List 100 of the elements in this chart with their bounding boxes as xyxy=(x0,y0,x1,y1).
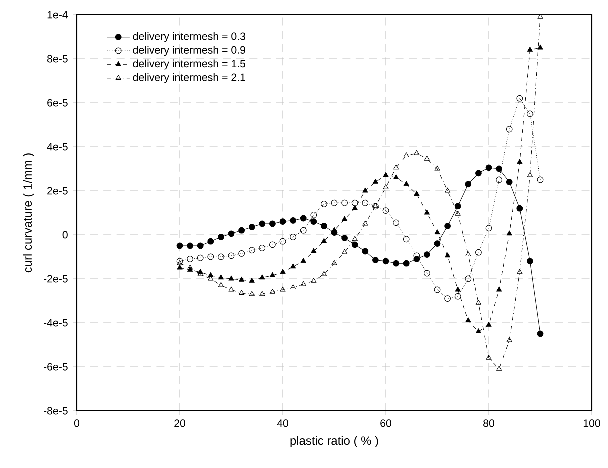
point xyxy=(362,188,368,193)
point xyxy=(383,172,389,178)
point xyxy=(496,166,502,172)
x-tick-label: 80 xyxy=(484,420,495,428)
point xyxy=(239,290,245,296)
legend-label: delivery intermesh = 0.3 xyxy=(133,32,246,42)
point xyxy=(352,242,358,248)
point xyxy=(342,216,348,222)
point xyxy=(434,240,441,247)
point xyxy=(208,254,214,260)
point xyxy=(280,286,286,292)
point xyxy=(372,257,379,264)
point xyxy=(270,272,276,278)
point xyxy=(444,296,451,302)
point xyxy=(260,274,266,280)
point xyxy=(218,274,224,280)
point xyxy=(496,286,502,292)
point xyxy=(259,220,266,228)
point xyxy=(455,286,461,292)
point xyxy=(352,205,358,210)
point xyxy=(249,278,255,283)
point xyxy=(332,260,338,266)
point xyxy=(290,234,296,240)
point xyxy=(516,205,524,212)
point xyxy=(527,47,533,52)
point xyxy=(290,264,296,269)
point xyxy=(310,218,318,225)
point xyxy=(176,242,184,250)
y-tick-label: 2e-5 xyxy=(48,187,68,195)
point xyxy=(486,322,492,327)
point xyxy=(352,236,358,242)
y-tick-label: 8e-5 xyxy=(48,55,68,63)
point xyxy=(538,44,544,50)
point xyxy=(352,200,358,206)
point xyxy=(321,238,327,244)
x-tick-label: 0 xyxy=(74,420,80,428)
point xyxy=(228,252,235,260)
point xyxy=(434,230,440,235)
point xyxy=(404,152,410,158)
point xyxy=(527,258,534,265)
point xyxy=(321,271,327,276)
point xyxy=(506,337,512,342)
point xyxy=(197,242,204,250)
point xyxy=(290,284,296,290)
point xyxy=(239,276,245,282)
point xyxy=(476,328,482,334)
point xyxy=(248,247,256,254)
x-tick-label: 40 xyxy=(277,420,288,428)
point xyxy=(445,188,451,193)
point xyxy=(506,126,513,133)
point xyxy=(527,172,533,178)
y-tick-label: -8e-5 xyxy=(44,407,68,415)
point xyxy=(466,318,472,323)
point xyxy=(249,291,255,296)
point xyxy=(187,256,194,262)
point xyxy=(382,208,390,214)
point xyxy=(537,330,544,338)
point xyxy=(248,224,256,230)
point xyxy=(259,245,266,252)
point xyxy=(331,200,338,206)
y-tick-label: -4e-5 xyxy=(44,319,68,327)
point xyxy=(228,230,235,238)
point xyxy=(228,276,234,281)
point xyxy=(270,220,276,228)
point xyxy=(280,238,286,245)
x-tick-label: 100 xyxy=(584,420,600,428)
point xyxy=(394,174,400,180)
point xyxy=(434,286,441,294)
point xyxy=(383,184,389,190)
point xyxy=(506,179,513,186)
point xyxy=(177,260,183,266)
x-axis-title: plastic ratio ( % ) xyxy=(290,436,378,448)
point xyxy=(404,181,410,186)
point xyxy=(238,227,245,234)
point xyxy=(424,270,430,277)
point xyxy=(466,252,472,257)
point xyxy=(424,252,430,258)
point xyxy=(188,264,194,270)
point xyxy=(414,150,420,156)
point xyxy=(362,200,369,206)
x-tick-label: 20 xyxy=(174,420,186,428)
point xyxy=(187,242,194,250)
point xyxy=(310,212,318,218)
point xyxy=(476,300,482,305)
point xyxy=(434,166,440,171)
legend-label: delivery intermesh = 1.5 xyxy=(133,60,246,70)
point xyxy=(197,254,204,262)
point xyxy=(476,249,482,256)
point xyxy=(300,227,307,234)
point xyxy=(280,269,286,274)
point xyxy=(393,220,400,226)
point xyxy=(424,210,430,215)
point xyxy=(455,210,461,216)
point xyxy=(506,230,512,236)
point xyxy=(372,179,378,184)
point xyxy=(311,248,317,254)
point xyxy=(300,215,307,222)
y-axis-title: curl curvature ( 1/mm ) xyxy=(23,154,34,273)
point xyxy=(362,220,368,226)
point xyxy=(517,159,523,164)
